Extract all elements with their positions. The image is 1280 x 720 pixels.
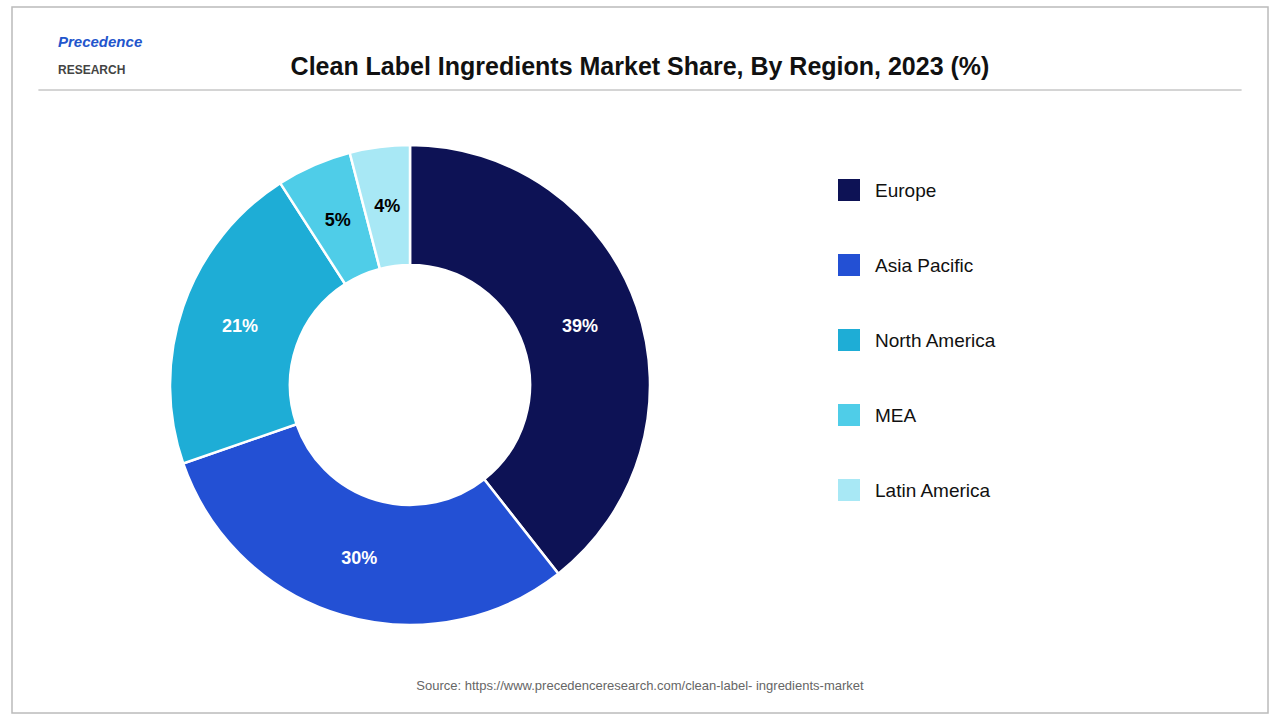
legend-label: Latin America [875,480,991,501]
chart-root: Clean Label Ingredients Market Share, By… [0,0,1280,720]
legend-item: Europe [838,179,936,201]
data-label: 5% [325,210,351,230]
border [12,7,1268,713]
legend-label: North America [875,330,996,351]
data-label: 30% [341,548,377,568]
legend-item: MEA [838,404,917,426]
source: Source: https://www.precedenceresearch.c… [416,678,864,693]
legend-item: Latin America [838,479,991,501]
slice [183,424,558,625]
legend-label: Europe [875,180,936,201]
pie-group [170,145,650,625]
legend-label: MEA [875,405,917,426]
data-label: 21% [222,316,258,336]
legend-swatch [838,329,860,351]
logo-line: Precedence [58,33,142,50]
legend: Europe Asia Pacific North America MEA Latin … [838,179,996,501]
slice [350,145,410,269]
legend-item: Asia Pacific [838,254,973,276]
header-rule [38,90,1241,91]
title: Clean Label Ingredients Market Share, By… [291,52,990,80]
legend-swatch [838,479,860,501]
data-label: 4% [374,196,400,216]
legend-swatch [838,179,860,201]
legend-swatch [838,254,860,276]
data-labels: 39% 30% 21% 5% 4% [222,196,598,567]
data-label: 39% [562,316,598,336]
legend-swatch [838,404,860,426]
logo-line: RESEARCH [58,63,125,77]
legend-label: Asia Pacific [875,255,973,276]
legend-item: North America [838,329,996,351]
